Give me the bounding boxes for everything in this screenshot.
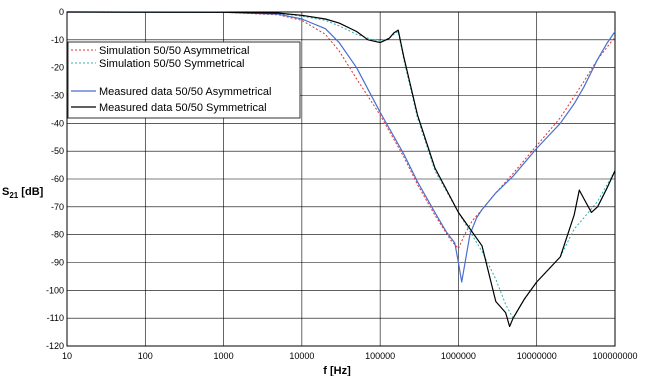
x-tick-label-6: 10000000	[517, 351, 557, 361]
y-tick-label-5: -50	[51, 146, 64, 156]
x-tick-label-1: 100	[138, 351, 153, 361]
x-tick-label-2: 1000	[214, 351, 234, 361]
y-tick-label-10: -100	[46, 285, 64, 295]
series-line-2	[66, 11, 616, 283]
y-tick-label-9: -90	[51, 258, 64, 268]
legend-box	[67, 41, 301, 119]
y-tick-label-4: -40	[51, 118, 64, 128]
x-tick-label-4: 100000	[365, 351, 395, 361]
y-axis-title-unit: [dB]	[18, 186, 43, 198]
y-axis-title-subscript: 21	[9, 191, 18, 200]
y-tick-label-11: -110	[47, 313, 64, 323]
y-tick-label-6: -60	[51, 174, 64, 184]
legend-label-0: Simulation 50/50 Asymmetrical	[99, 45, 249, 57]
x-axis-title: f [Hz]	[323, 365, 351, 376]
legend: Simulation 50/50 AsymmetricalSimulation …	[67, 41, 301, 119]
y-axis-title-main: S	[2, 186, 9, 198]
plot-area-border	[66, 11, 616, 347]
x-tick-label-3: 10000	[289, 351, 314, 361]
y-axis-title: S21 [dB]	[2, 186, 44, 200]
y-tick-label-0: 0	[59, 7, 64, 17]
y-tick-label-1: -10	[51, 35, 64, 45]
y-tick-label-7: -70	[51, 202, 64, 212]
axis-ticks: 10 100 1000 10000 100000 1000000 10000000 10000…	[46, 7, 638, 361]
y-tick-label-3: -30	[51, 91, 64, 101]
legend-label-2: Measured data 50/50 Asymmetrical	[99, 86, 271, 98]
y-tick-label-2: -20	[51, 63, 64, 73]
legend-label-3: Measured data 50/50 Symmetrical	[99, 102, 267, 114]
y-tick-label-12: -120	[46, 341, 64, 351]
x-tick-label-0: 10	[62, 351, 72, 361]
x-tick-label-5: 1000000	[441, 351, 476, 361]
plot-frame	[66, 11, 616, 347]
series-line-0	[66, 11, 616, 250]
series-line-3	[66, 11, 616, 328]
series-lines	[66, 11, 616, 328]
legend-label-1: Simulation 50/50 Symmetrical	[99, 58, 245, 70]
x-tick-label-7: 100000000	[592, 351, 637, 361]
y-tick-label-8: -80	[51, 230, 64, 240]
